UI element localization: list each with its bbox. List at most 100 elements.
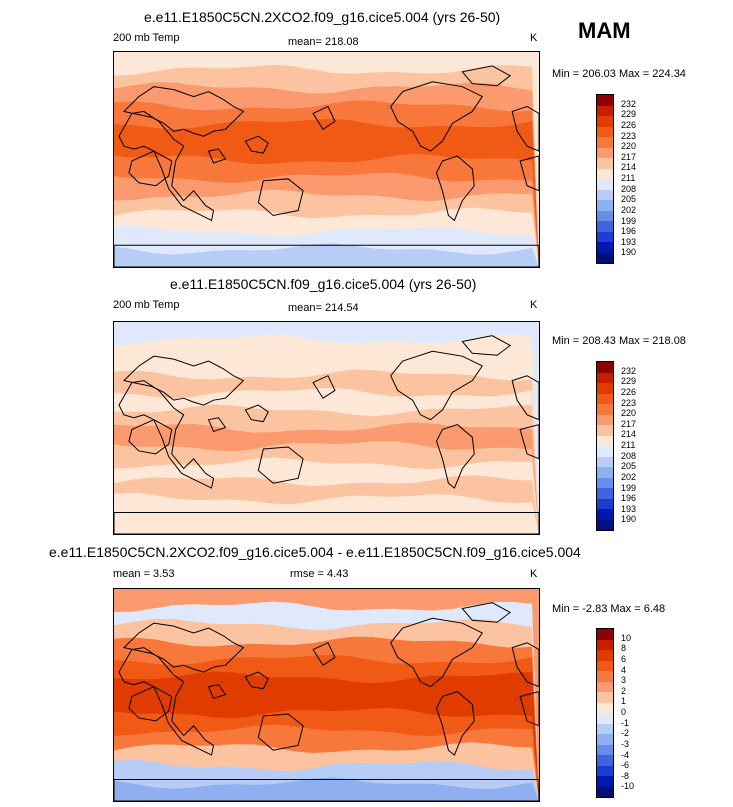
- colorbar-label: -2: [621, 728, 630, 739]
- coastline: [122, 355, 245, 406]
- colorbar-box: [597, 168, 613, 179]
- season-label: MAM: [578, 18, 631, 43]
- coastline: [118, 380, 215, 489]
- colorbar-label: -8: [621, 770, 630, 781]
- coastline: [244, 135, 269, 154]
- coastline: [114, 512, 539, 534]
- panel-3-colorbar: [596, 628, 614, 798]
- panel-1-map: [113, 51, 540, 268]
- panel-2-colorbar: [596, 361, 614, 531]
- coastline: [128, 686, 173, 722]
- coastline: [435, 155, 475, 222]
- coastline: [207, 148, 227, 164]
- colorbar-label: 199: [621, 482, 637, 493]
- coastline: [207, 684, 227, 700]
- coastline: [122, 622, 245, 673]
- coastline: [244, 671, 269, 690]
- colorbar-box: [597, 692, 613, 703]
- colorbar-label: 229: [621, 109, 637, 120]
- coastline: [122, 86, 245, 137]
- colorbar-box: [597, 210, 613, 221]
- colorbar-label: -6: [621, 760, 630, 771]
- colorbar-box: [597, 252, 613, 263]
- colorbar-label: 193: [621, 236, 637, 247]
- coastline: [435, 691, 475, 756]
- colorbar-box: [597, 372, 613, 383]
- colorbar-label: 202: [621, 204, 637, 215]
- colorbar-label: 214: [621, 429, 637, 440]
- panel-2-variable-label: 200 mb Temp: [113, 299, 180, 311]
- colorbar-box: [597, 116, 613, 127]
- colorbar-box: [597, 95, 613, 106]
- colorbar-label: -4: [621, 749, 630, 760]
- colorbar-box: [597, 383, 613, 394]
- panel-1-mean-label: mean= 218.08: [288, 36, 359, 48]
- panel-3-title: e.e11.E1850C5CN.2XCO2.f09_g16.cice5.004 …: [49, 544, 581, 560]
- panel-1-variable-label: 200 mb Temp: [113, 32, 180, 44]
- colorbar-box: [597, 456, 613, 467]
- colorbar-box: [597, 744, 613, 755]
- panel-2-mean-label: mean= 214.54: [288, 302, 359, 314]
- colorbar-box: [597, 650, 613, 661]
- coastline: [114, 244, 539, 267]
- panel-3-rmse-label: rmse = 4.43: [290, 568, 349, 580]
- colorbar-label: 229: [621, 376, 637, 387]
- colorbar-box: [597, 242, 613, 253]
- coastline: [128, 150, 173, 187]
- coastline: [390, 350, 483, 421]
- colorbar-label: 208: [621, 183, 637, 194]
- colorbar-label: 223: [621, 397, 637, 408]
- colorbar-box: [597, 723, 613, 734]
- coastline: [257, 713, 304, 751]
- colorbar-label: 196: [621, 493, 637, 504]
- colorbar-label: 205: [621, 461, 637, 472]
- colorbar-box: [597, 362, 613, 373]
- colorbar-box: [597, 498, 613, 509]
- colorbar-box: [597, 734, 613, 745]
- colorbar-label: -1: [621, 717, 630, 728]
- colorbar-label: 190: [621, 514, 637, 525]
- colorbar-label: 3: [621, 675, 627, 686]
- colorbar-label: 190: [621, 247, 637, 258]
- colorbar-label: 196: [621, 226, 637, 237]
- coastline: [519, 424, 539, 460]
- panel-1-colorbar: [596, 94, 614, 264]
- coastline: [118, 110, 215, 222]
- colorbar-box: [597, 713, 613, 724]
- colorbar-label: -3: [621, 738, 630, 749]
- colorbar-box: [597, 189, 613, 200]
- colorbar-box: [597, 776, 613, 787]
- colorbar-box: [597, 414, 613, 425]
- coastline: [257, 178, 304, 217]
- colorbar-label: 4: [621, 664, 627, 675]
- panel-3-mean-label: mean = 3.53: [113, 568, 175, 580]
- colorbar-box: [597, 179, 613, 190]
- panel-1-minmax: Min = 206.03 Max = 224.34: [552, 68, 686, 80]
- coastline: [257, 446, 304, 484]
- colorbar-label: -10: [621, 781, 635, 792]
- colorbar-box: [597, 488, 613, 499]
- colorbar-box: [597, 629, 613, 640]
- colorbar-label: 232: [621, 365, 637, 376]
- coastline: [390, 81, 483, 152]
- panel-1-title: e.e11.E1850C5CN.2XCO2.f09_g16.cice5.004 …: [144, 9, 501, 25]
- colorbar-label: 214: [621, 162, 637, 173]
- coastline: [519, 155, 539, 192]
- colorbar-label: 217: [621, 151, 637, 162]
- colorbar-box: [597, 639, 613, 650]
- colorbar-label: 223: [621, 130, 637, 141]
- coastline: [511, 642, 539, 688]
- colorbar-box: [597, 221, 613, 232]
- colorbar-label: 232: [621, 98, 637, 109]
- colorbar-box: [597, 477, 613, 488]
- coastline: [244, 404, 269, 423]
- coastline: [312, 375, 336, 399]
- temperature-band: [114, 510, 539, 534]
- colorbar-label: 205: [621, 194, 637, 205]
- panel-2-title: e.e11.E1850C5CN.f09_g16.cice5.004 (yrs 2…: [170, 276, 477, 292]
- coastline: [312, 105, 336, 130]
- temperature-band: [114, 243, 539, 267]
- colorbar-label: 2: [621, 685, 627, 696]
- colorbar-box: [597, 671, 613, 682]
- colorbar-box: [597, 765, 613, 776]
